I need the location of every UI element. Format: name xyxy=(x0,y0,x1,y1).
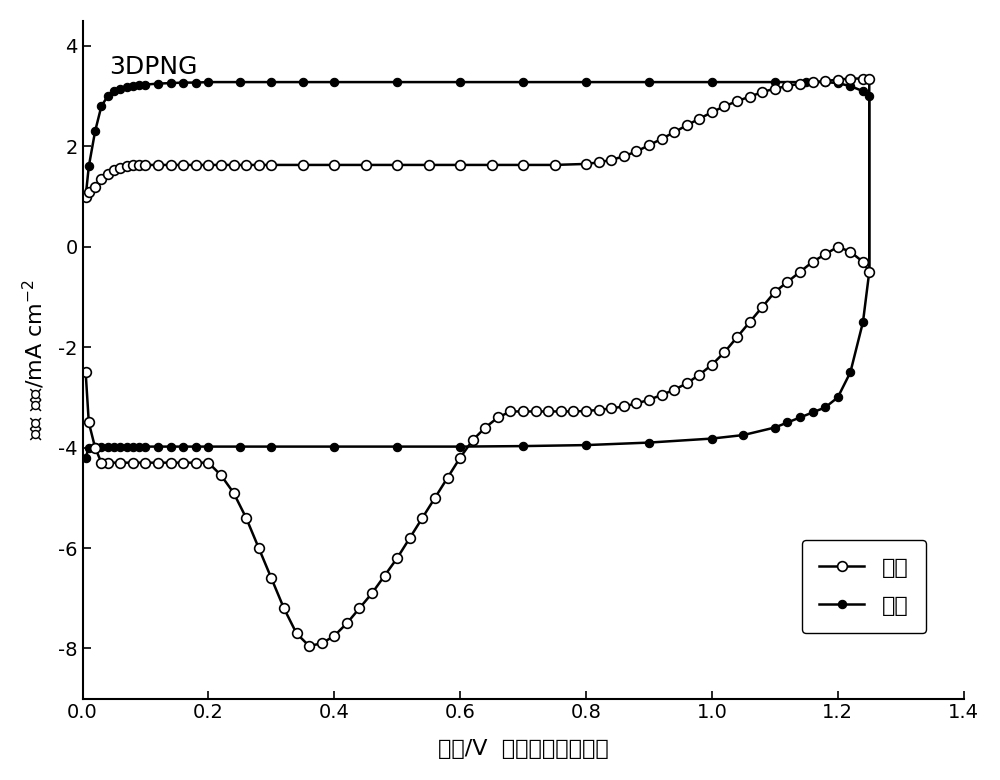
X-axis label: 电位/V  相对于可逆氢电极: 电位/V 相对于可逆氢电极 xyxy=(438,739,608,759)
氮气 xyxy=(265,77,277,87)
氮气 xyxy=(234,77,246,87)
氧气 xyxy=(80,367,92,377)
氧气 xyxy=(504,407,516,417)
Line: 氧气: 氧气 xyxy=(81,74,874,651)
氮气 xyxy=(202,77,214,87)
氮气 xyxy=(80,453,92,463)
氮气 xyxy=(832,79,844,88)
氧气 xyxy=(605,155,617,165)
Text: 3DPNG: 3DPNG xyxy=(109,55,197,79)
氧气 xyxy=(80,192,92,201)
氮气 xyxy=(794,413,806,422)
氧气 xyxy=(353,604,365,613)
氧气 xyxy=(89,443,101,452)
氧气 xyxy=(423,160,435,169)
氧气 xyxy=(706,360,718,370)
氮气 xyxy=(114,442,126,452)
Line: 氮气: 氮气 xyxy=(81,78,873,462)
氧气 xyxy=(303,641,315,651)
氮气 xyxy=(781,418,793,427)
Legend: 氧气, 氮气: 氧气, 氮气 xyxy=(802,540,926,633)
氮气 xyxy=(80,192,92,201)
Y-axis label: 电流 密度/mA cm$^{-2}$: 电流 密度/mA cm$^{-2}$ xyxy=(21,279,47,440)
氧气 xyxy=(844,74,856,83)
